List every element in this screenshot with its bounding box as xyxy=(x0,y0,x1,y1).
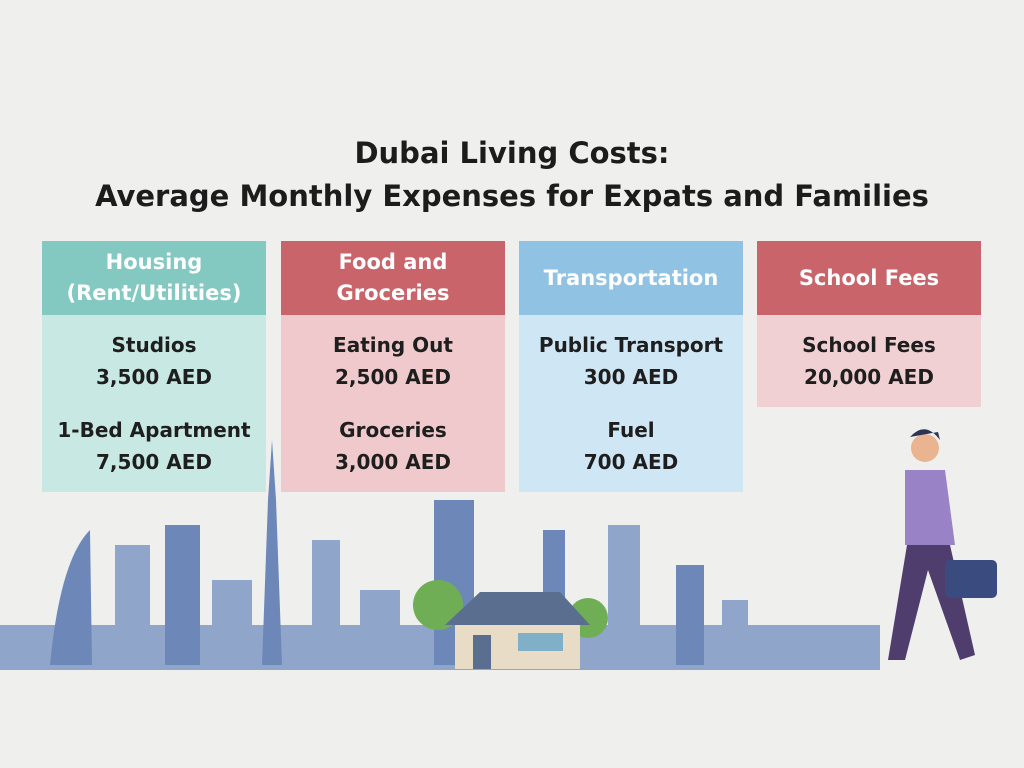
item-label: Fuel xyxy=(607,418,655,442)
house xyxy=(413,580,608,669)
item: School Fees 20,000 AED xyxy=(757,329,981,393)
card-header: School Fees xyxy=(757,241,981,315)
tower xyxy=(608,525,640,665)
card: Food and Groceries Eating Out 2,500 AED Groc… xyxy=(281,241,505,492)
card-header: Food and Groceries xyxy=(281,241,505,315)
item-label: Studios xyxy=(111,333,197,357)
item-label: Public Transport xyxy=(538,333,724,357)
hair xyxy=(910,429,940,440)
item-label: School Fees xyxy=(802,333,936,357)
tower xyxy=(312,540,340,665)
head xyxy=(911,434,939,462)
card-header-line: School Fees xyxy=(798,265,940,290)
item: Fuel 700 AED xyxy=(519,414,743,478)
item-value: 20,000 AED xyxy=(804,365,934,389)
tower xyxy=(676,565,704,665)
card-header: Transportation xyxy=(519,241,743,315)
card: Housing (Rent/Utilities) Studios 3,500 AED 1… xyxy=(42,241,266,492)
tower xyxy=(722,600,748,665)
card: School Fees School Fees 20,000 AED xyxy=(757,241,981,407)
item: 1-Bed Apartment 7,500 AED xyxy=(42,414,266,478)
item-value: 7,500 AED xyxy=(96,450,212,474)
card-header-line: Food and xyxy=(338,250,448,274)
item: Eating Out 2,500 AED xyxy=(281,329,505,393)
briefcase xyxy=(945,560,997,598)
title-line: Average Monthly Expenses for Expats and … xyxy=(95,179,929,213)
tower xyxy=(212,580,252,665)
tower xyxy=(165,525,200,665)
roof xyxy=(445,592,590,625)
title: Dubai Living Costs: Average Monthly Expe… xyxy=(0,132,1024,218)
item-label: Eating Out xyxy=(333,333,453,357)
item: Public Transport 300 AED xyxy=(519,329,743,393)
tower xyxy=(262,440,282,665)
card-header-line: Transportation xyxy=(543,265,719,290)
tower xyxy=(360,590,400,665)
card-body: School Fees 20,000 AED xyxy=(757,315,981,407)
item-label: Groceries xyxy=(339,418,447,442)
item-label: 1-Bed Apartment xyxy=(57,418,251,442)
tower xyxy=(115,545,150,665)
item-value: 300 AED xyxy=(583,365,679,389)
card-body: Studios 3,500 AED 1-Bed Apartment 7,500 AED xyxy=(42,315,266,492)
card-header-line: Housing xyxy=(105,250,203,274)
window xyxy=(518,633,563,651)
card-body: Eating Out 2,500 AED Groceries 3,000 AED xyxy=(281,315,505,492)
item: Studios 3,500 AED xyxy=(42,329,266,393)
card-header: Housing (Rent/Utilities) xyxy=(42,241,266,315)
tree xyxy=(413,580,463,630)
card: Transportation Public Transport 300 AED Fue… xyxy=(519,241,743,492)
card-body: Public Transport 300 AED Fuel 700 AED xyxy=(519,315,743,492)
tower xyxy=(50,530,92,665)
item-value: 3,000 AED xyxy=(335,450,451,474)
item-value: 700 AED xyxy=(583,450,679,474)
title-line: Dubai Living Costs: xyxy=(354,136,670,170)
card-header-line: Groceries xyxy=(336,281,450,305)
card-header-line: (Rent/Utilities) xyxy=(66,281,242,305)
shirt xyxy=(905,470,955,545)
door xyxy=(473,635,491,669)
item-value: 3,500 AED xyxy=(96,365,212,389)
item-value: 2,500 AED xyxy=(335,365,451,389)
person xyxy=(888,429,997,660)
item: Groceries 3,000 AED xyxy=(281,414,505,478)
